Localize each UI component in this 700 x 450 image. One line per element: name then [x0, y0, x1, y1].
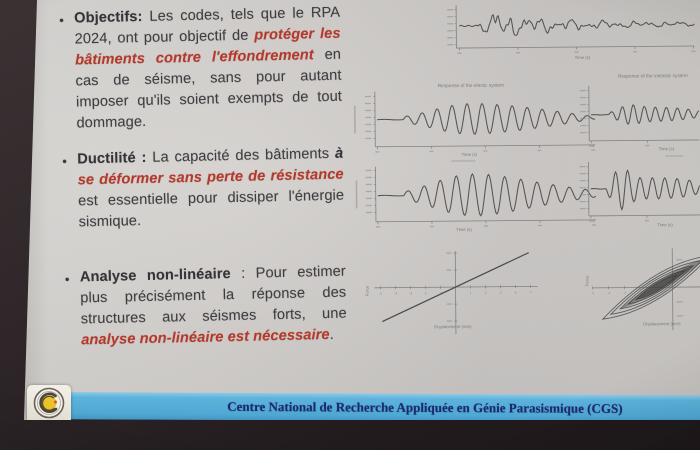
elastic-displacement-chart: Time (s) [355, 159, 597, 232]
svg-text:3: 3 [500, 291, 502, 295]
svg-text:Time (s): Time (s) [659, 146, 675, 151]
svg-text:-3: -3 [409, 291, 412, 295]
svg-text:Response of the inelastic syst: Response of the inelastic system [618, 73, 688, 80]
svg-text:Time (s): Time (s) [575, 55, 591, 60]
svg-text:-5: -5 [379, 292, 382, 296]
footer-banner: Centre National de Recherche Appliquée e… [63, 392, 700, 420]
svg-text:Displacement (mm): Displacement (mm) [434, 324, 472, 329]
svg-text:Force: Force [365, 285, 370, 296]
footer-institute-name: Centre National de Recherche Appliquée e… [227, 398, 623, 416]
svg-text:-5: -5 [591, 291, 594, 295]
svg-text:-3: -3 [623, 291, 626, 295]
svg-text:-1: -1 [439, 291, 442, 295]
svg-text:Time (s): Time (s) [462, 152, 478, 157]
inelastic-hysteresis-chart: -5 -4 -3 Displacement (mm) Force [584, 248, 700, 331]
svg-text:-4: -4 [607, 291, 610, 295]
elastic-response-chart: Response of the elastic system Time (s) [353, 83, 596, 157]
svg-text:Force: Force [584, 275, 589, 286]
ground-acceleration-chart: Time (s) [447, 5, 696, 60]
logo-card [27, 385, 71, 420]
svg-text:-4: -4 [394, 292, 397, 296]
svg-text:2: 2 [485, 291, 487, 295]
svg-text:Displacement (mm): Displacement (mm) [643, 321, 681, 326]
svg-text:Time (s): Time (s) [657, 222, 673, 227]
svg-text:Time (s): Time (s) [456, 227, 472, 232]
cgs-logo-icon [33, 387, 65, 419]
elastic-force-displacement-chart: -5 -4 -3 -2 -1 1 2 3 4 5 Displacement (mm) Force [365, 251, 538, 335]
inelastic-response-chart: Response of the inelastic system Time (s) [579, 73, 700, 151]
svg-text:Response of the elastic system: Response of the elastic system [438, 83, 504, 90]
svg-text:5: 5 [530, 290, 532, 294]
inelastic-displacement-chart: Time (s) [579, 155, 700, 227]
svg-text:-2: -2 [424, 291, 427, 295]
svg-text:1: 1 [470, 291, 472, 295]
svg-text:4: 4 [515, 291, 517, 295]
